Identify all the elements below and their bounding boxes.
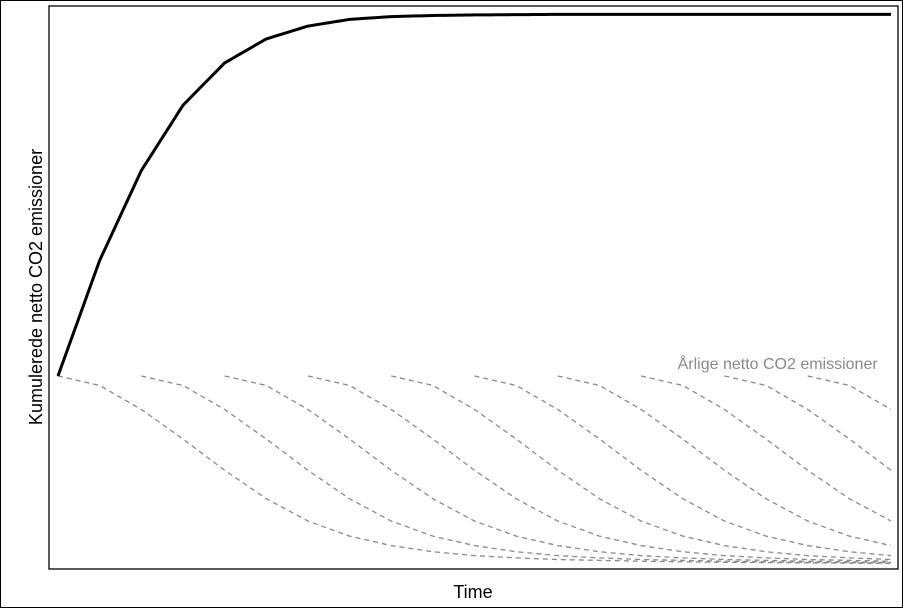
plot-area: [48, 5, 899, 570]
y-axis-label: Kumulerede netto CO2 emissioner: [26, 149, 46, 425]
annual-emission-curve-6: [557, 375, 892, 547]
annual-emission-curve-9: [807, 375, 892, 410]
annual-emission-curve-8: [724, 375, 892, 471]
annual-emission-curve-7: [640, 375, 892, 522]
annual-emission-curve-0: [57, 375, 892, 565]
x-axis-label: Time: [453, 582, 492, 602]
annual-emission-curves: [57, 375, 892, 565]
annual-emission-curve-2: [224, 375, 892, 563]
cumulative-emission-curve-group: [56, 12, 891, 377]
cumulative-emission-curve-0: [56, 12, 891, 377]
annual-emission-curve-5: [474, 375, 892, 557]
annual-emission-curve-1: [141, 375, 892, 564]
annual-emissions-annotation: Årlige netto CO2 emissioner: [678, 354, 879, 373]
annual-emission-curve-3: [307, 375, 892, 562]
annual-emission-curve-4: [391, 375, 892, 561]
